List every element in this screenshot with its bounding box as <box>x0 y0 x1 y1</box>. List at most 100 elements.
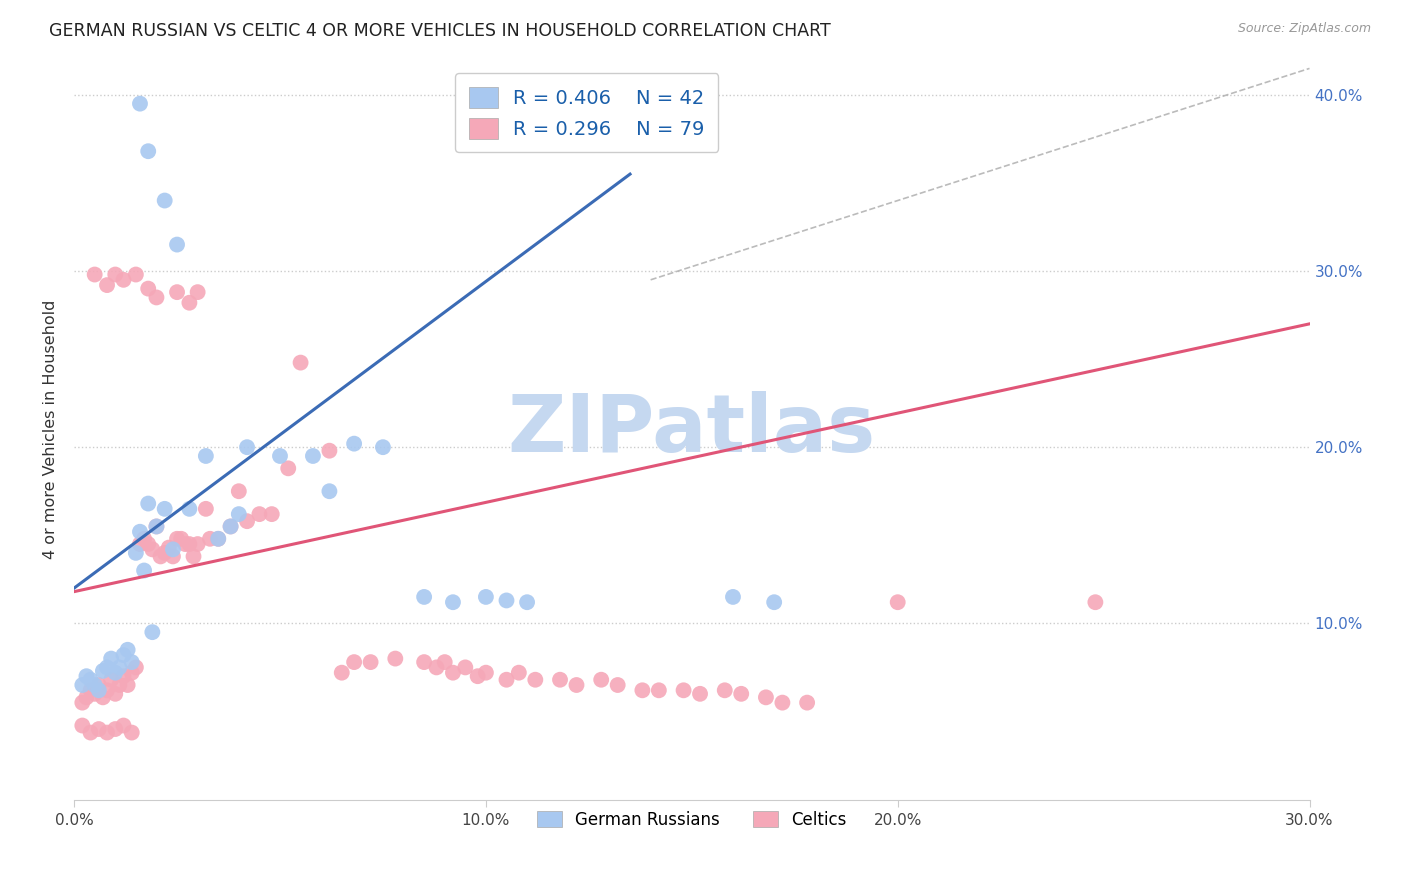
Point <box>153 546 176 560</box>
Point <box>290 356 312 370</box>
Point <box>87 683 110 698</box>
Point <box>179 501 201 516</box>
Point <box>112 718 135 732</box>
Point <box>153 501 176 516</box>
Point <box>441 665 464 680</box>
Point <box>121 665 143 680</box>
Point <box>508 665 530 680</box>
Point <box>104 687 127 701</box>
Point <box>162 542 184 557</box>
Point <box>79 673 101 687</box>
Point <box>100 651 122 665</box>
Point <box>136 282 159 296</box>
Point <box>441 595 464 609</box>
Point <box>132 532 155 546</box>
Point <box>318 443 340 458</box>
Point <box>83 268 105 282</box>
Point <box>1084 595 1107 609</box>
Point <box>72 678 94 692</box>
Point <box>187 285 209 300</box>
Point <box>104 268 127 282</box>
Point <box>260 507 283 521</box>
Point <box>83 687 105 701</box>
Point <box>166 285 188 300</box>
Point <box>384 651 406 665</box>
Point <box>467 669 489 683</box>
Point <box>96 683 118 698</box>
Point <box>198 532 221 546</box>
Point <box>194 449 217 463</box>
Point <box>174 537 197 551</box>
Point <box>236 440 259 454</box>
Point <box>125 268 148 282</box>
Point <box>318 484 340 499</box>
Point <box>721 590 744 604</box>
Point <box>207 532 229 546</box>
Point <box>425 660 447 674</box>
Point <box>413 590 436 604</box>
Point <box>141 542 163 557</box>
Point <box>145 290 167 304</box>
Point <box>343 655 366 669</box>
Point <box>136 537 159 551</box>
Point <box>330 665 353 680</box>
Point <box>141 625 163 640</box>
Point <box>87 678 110 692</box>
Point <box>689 687 711 701</box>
Point <box>770 696 793 710</box>
Point <box>96 660 118 674</box>
Point <box>886 595 908 609</box>
Point <box>121 725 143 739</box>
Point <box>129 524 152 539</box>
Point <box>166 532 188 546</box>
Point <box>129 537 152 551</box>
Point <box>136 497 159 511</box>
Point <box>433 655 456 669</box>
Point <box>75 690 97 705</box>
Point <box>129 96 152 111</box>
Point <box>117 642 139 657</box>
Point <box>108 678 131 692</box>
Y-axis label: 4 or more Vehicles in Household: 4 or more Vehicles in Household <box>44 300 58 559</box>
Point <box>145 519 167 533</box>
Point <box>236 514 259 528</box>
Point <box>591 673 613 687</box>
Point <box>269 449 291 463</box>
Point <box>343 436 366 450</box>
Point <box>125 546 148 560</box>
Text: ZIPatlas: ZIPatlas <box>508 391 876 468</box>
Point <box>183 549 205 564</box>
Point <box>96 278 118 293</box>
Point <box>524 673 547 687</box>
Point <box>495 673 517 687</box>
Point <box>207 532 229 546</box>
Point <box>228 507 250 521</box>
Point <box>145 519 167 533</box>
Text: Source: ZipAtlas.com: Source: ZipAtlas.com <box>1237 22 1371 36</box>
Point <box>136 145 159 159</box>
Point <box>79 683 101 698</box>
Point <box>112 273 135 287</box>
Point <box>157 541 180 555</box>
Point <box>796 696 818 710</box>
Point <box>475 590 498 604</box>
Point <box>763 595 786 609</box>
Point <box>72 718 94 732</box>
Point <box>606 678 628 692</box>
Point <box>228 484 250 499</box>
Legend: German Russians, Celtics: German Russians, Celtics <box>530 805 853 836</box>
Point <box>219 519 242 533</box>
Point <box>112 648 135 662</box>
Point <box>149 549 172 564</box>
Point <box>162 549 184 564</box>
Point <box>360 655 382 669</box>
Point <box>79 725 101 739</box>
Point <box>755 690 778 705</box>
Point <box>648 683 671 698</box>
Point <box>87 722 110 736</box>
Point <box>91 664 114 678</box>
Point <box>96 725 118 739</box>
Point <box>277 461 299 475</box>
Point <box>302 449 325 463</box>
Point <box>75 669 97 683</box>
